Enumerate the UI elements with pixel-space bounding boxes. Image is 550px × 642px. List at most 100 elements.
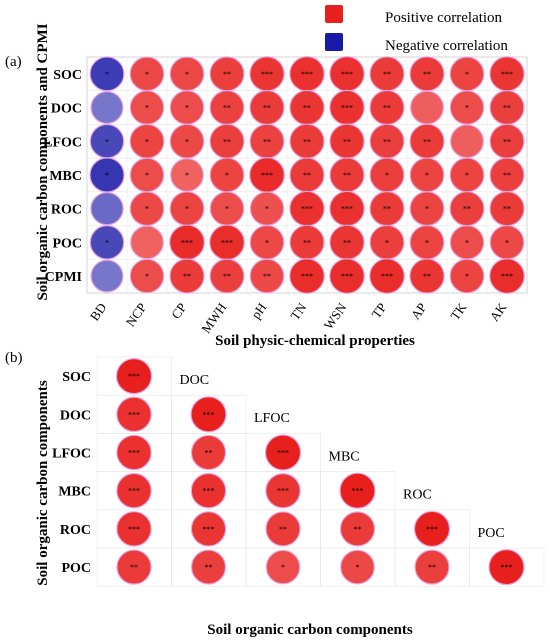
cell-soc-tk-significance: * <box>465 70 469 79</box>
cell-mbc-soc-significance: *** <box>128 487 140 496</box>
cell-doc-doc <box>190 396 227 433</box>
cell-poc-poc <box>488 548 525 586</box>
cell-poc-soc <box>116 549 152 585</box>
cell-cpmi-tp-significance: *** <box>381 272 393 281</box>
cell-poc-ph-significance: * <box>265 238 269 247</box>
cell-soc-wsn-significance: *** <box>341 70 353 79</box>
cell-lfoc-lfoc-significance: *** <box>277 449 289 458</box>
cell-mbc-cp-significance: * <box>185 171 189 180</box>
cell-lfoc-cp-significance: * <box>185 137 189 146</box>
col-label-ap: AP <box>408 300 430 322</box>
col-label-wsn: WSN <box>321 300 350 333</box>
cell-lfoc-doc-significance: ** <box>205 449 213 458</box>
cell-poc-poc-significance: *** <box>501 563 513 572</box>
cell-cpmi-ap-significance: ** <box>423 272 431 281</box>
cell-roc-tk-significance: ** <box>463 205 471 214</box>
cell-mbc-tn-significance: ** <box>303 171 311 180</box>
cell-mbc-mbc-significance: *** <box>352 487 364 496</box>
cell-soc-bd-significance: * <box>105 70 109 79</box>
cell-soc-ncp-significance: * <box>145 70 149 79</box>
cell-poc-doc-significance: ** <box>205 563 213 572</box>
cell-soc-tn-significance: *** <box>301 70 313 79</box>
cell-cpmi-tn <box>289 258 325 294</box>
cell-doc-wsn-significance: *** <box>341 104 353 113</box>
row-label-poc: POC <box>52 236 82 251</box>
cell-poc-ncp <box>130 225 164 260</box>
diagonal-label-poc: POC <box>478 526 505 541</box>
cell-poc-ak-significance: * <box>505 238 509 247</box>
panel-a-row-labels: SOC DOC LFOC MBC ROC POC CPMI <box>43 68 82 285</box>
col-label-ak: AK <box>486 300 509 324</box>
cell-roc-roc-significance: *** <box>426 525 438 534</box>
panel-a-cells: * * * ** *** *** *** ** ** * **** * ** ** ** *** ** * *** *… <box>89 56 525 294</box>
col-label-ncp: NCP <box>123 300 150 329</box>
cell-soc-cp-significance: * <box>185 70 189 79</box>
cell-cpmi-ap <box>409 258 445 294</box>
cell-lfoc-soc <box>116 434 152 471</box>
col-label-bd: BD <box>87 300 110 323</box>
cell-poc-roc-significance: ** <box>428 563 436 572</box>
cell-lfoc-ak-significance: ** <box>503 137 511 146</box>
cell-mbc-ph-significance: *** <box>261 171 273 180</box>
cell-mbc-tp-significance: * <box>385 171 389 180</box>
cell-roc-mwh-significance: * <box>225 205 229 214</box>
cell-lfoc-lfoc <box>264 434 302 471</box>
panel-b-tag: (b) <box>5 350 23 366</box>
panel-b: (b) ****** ****** ** ****** *** *** ****** *** *… <box>5 350 545 638</box>
cell-cpmi-ph <box>249 258 285 294</box>
cell-cpmi-ncp <box>129 258 165 294</box>
diagonal-label-doc: DOC <box>180 373 210 388</box>
legend-negative-label: Negative correlation <box>385 38 508 54</box>
cell-poc-bd <box>89 225 125 260</box>
cell-poc-tp-significance: * <box>385 238 389 247</box>
panel-a-x-axis-title: Soil physic-chemical properties <box>215 333 415 349</box>
cell-poc-roc <box>414 549 450 585</box>
legend-positive-swatch <box>325 5 343 23</box>
panel-b-grid <box>96 356 545 587</box>
cell-poc-cp-significance: *** <box>181 238 193 247</box>
cell-mbc-bd-significance: * <box>105 171 109 180</box>
legend-positive-label: Positive correlation <box>385 10 503 26</box>
cell-roc-soc <box>116 511 152 547</box>
panel-a-col-labels: BD NCP CP MWH pH TN WSN TP AP TK AK <box>87 300 510 336</box>
cell-doc-bd <box>90 90 124 125</box>
cell-doc-doc-significance: *** <box>203 410 215 419</box>
col-label-mwh: MWH <box>198 300 229 336</box>
cell-lfoc-doc <box>190 434 227 471</box>
cell-poc-lfoc-significance: * <box>281 563 285 572</box>
cell-poc-tn-significance: ** <box>303 238 311 247</box>
row-label-roc: ROC <box>60 523 91 538</box>
row-label-poc: POC <box>61 561 91 576</box>
cell-lfoc-ap-significance: ** <box>423 137 431 146</box>
cell-cpmi-ph-significance: ** <box>263 272 271 281</box>
row-label-mbc: MBC <box>49 169 82 184</box>
cell-mbc-wsn-significance: ** <box>343 171 351 180</box>
cell-cpmi-bd <box>90 259 124 293</box>
diagonal-label-mbc: MBC <box>329 449 360 464</box>
cell-roc-lfoc <box>265 511 301 547</box>
row-label-soc: SOC <box>53 68 82 83</box>
cell-mbc-ap-significance: * <box>425 171 429 180</box>
cell-roc-ph-significance: * <box>265 205 269 214</box>
cell-poc-mbc <box>340 549 375 585</box>
cell-roc-tp-significance: ** <box>383 205 391 214</box>
cell-poc-wsn-significance: ** <box>343 238 351 247</box>
cell-roc-ncp-significance: * <box>145 205 149 214</box>
cell-soc-tp-significance: ** <box>383 70 391 79</box>
cell-cpmi-ncp-significance: * <box>145 272 149 281</box>
cell-cpmi-ak <box>489 258 525 294</box>
cell-roc-tn-significance: *** <box>301 205 313 214</box>
cell-doc-tk-significance: * <box>465 104 469 113</box>
cell-roc-ap-significance: * <box>425 205 429 214</box>
cell-soc-bd <box>89 56 125 92</box>
cell-doc-mwh-significance: ** <box>223 104 231 113</box>
cell-doc-ph-significance: ** <box>263 104 271 113</box>
cell-soc-soc-significance: *** <box>128 372 140 381</box>
col-label-cp: CP <box>168 300 189 322</box>
cell-soc-soc <box>115 358 153 395</box>
cell-doc-cp-significance: * <box>185 104 189 113</box>
cell-roc-lfoc-significance: ** <box>279 525 287 534</box>
cell-mbc-lfoc-significance: *** <box>277 487 289 496</box>
panel-a: (a) * * * ** *** *** *** ** ** * **** * ** ** ** *** ** *… <box>5 23 528 349</box>
cell-mbc-mbc <box>339 472 376 509</box>
